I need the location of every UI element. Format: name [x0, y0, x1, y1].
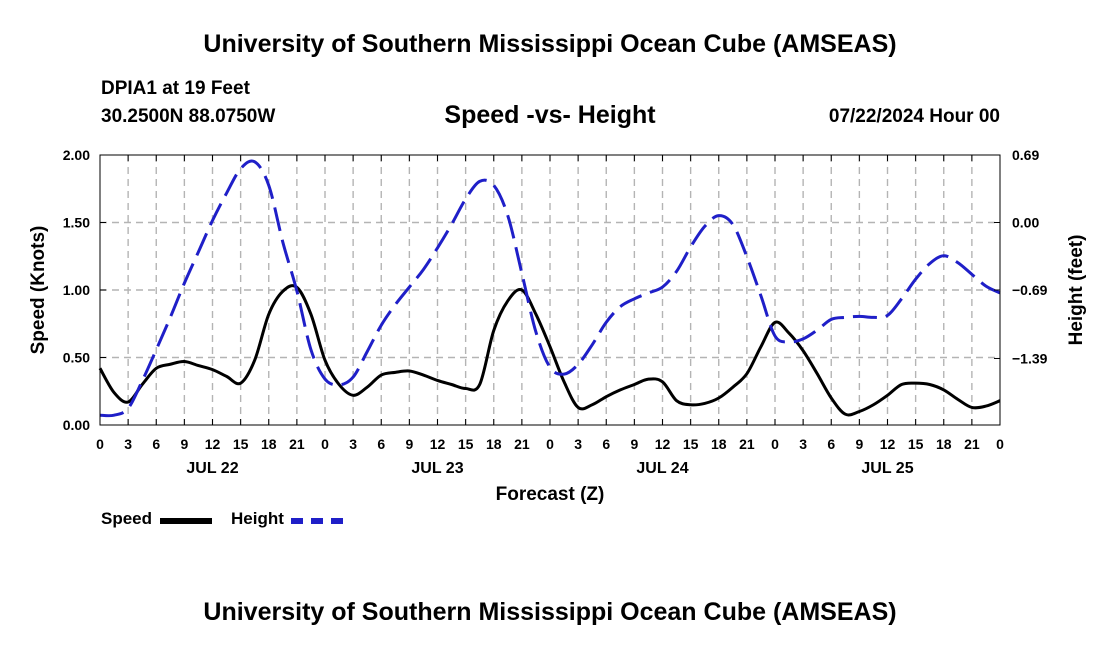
x-tick-label: 0	[771, 436, 779, 452]
x-tick-label: 6	[602, 436, 610, 452]
chart-subtitle: Speed -vs- Height	[444, 101, 656, 129]
y2-tick-label: 0.00	[1012, 215, 1039, 231]
y2-axis-title: Height (feet)	[1066, 235, 1087, 346]
y2-tick-label: −1.39	[1012, 350, 1048, 366]
station-label: DPIA1 at 19 Feet	[101, 78, 250, 99]
x-tick-label: 18	[711, 436, 727, 452]
y2-tick-label: 0.69	[1012, 147, 1039, 163]
y-axis-title: Speed (Knots)	[28, 226, 49, 355]
x-day-label: JUL 23	[411, 460, 463, 477]
speed-series-line	[98, 284, 1001, 417]
x-tick-label: 6	[152, 436, 160, 452]
grid-layer	[100, 155, 1000, 425]
x-tick-label: 6	[827, 436, 835, 452]
x-tick-label: 0	[321, 436, 329, 452]
x-tick-label: 3	[574, 436, 582, 452]
x-day-label: JUL 22	[186, 460, 238, 477]
x-tick-label: 12	[655, 436, 671, 452]
x-tick-label: 9	[630, 436, 638, 452]
forecast-datetime: 07/22/2024 Hour 00	[828, 106, 1000, 127]
x-tick-label: 3	[349, 436, 357, 452]
legend-speed-swatch	[160, 518, 212, 524]
x-tick-label: 0	[996, 436, 1004, 452]
chart-title-bottom: University of Southern Mississippi Ocean…	[203, 598, 897, 626]
x-tick-label: 12	[430, 436, 446, 452]
x-day-label: JUL 24	[636, 460, 688, 477]
x-tick-label: 9	[855, 436, 863, 452]
x-tick-label: 15	[908, 436, 924, 452]
x-tick-label: 6	[377, 436, 385, 452]
x-tick-label: 15	[233, 436, 249, 452]
legend-height-swatch	[291, 518, 343, 524]
legend: Speed Height	[0, 509, 400, 529]
x-tick-label: 15	[458, 436, 474, 452]
y-tick-label: 2.00	[63, 147, 90, 163]
x-tick-label: 15	[683, 436, 699, 452]
x-tick-label: 9	[405, 436, 413, 452]
x-axis-title: Forecast (Z)	[496, 484, 605, 505]
y2-tick-label: −0.69	[1012, 282, 1048, 298]
x-tick-label: 3	[799, 436, 807, 452]
station-coordinates: 30.2500N 88.0750W	[101, 106, 276, 127]
x-tick-label: 18	[936, 436, 952, 452]
x-tick-label: 12	[205, 436, 221, 452]
y-tick-label: 0.50	[63, 350, 90, 366]
x-tick-label: 21	[514, 436, 530, 452]
x-tick-label: 18	[486, 436, 502, 452]
x-tick-label: 21	[739, 436, 755, 452]
height-series-line	[99, 159, 1001, 418]
legend-height-label: Height	[231, 509, 284, 528]
chart-title-top: University of Southern Mississippi Ocean…	[203, 30, 897, 58]
x-tick-label: 12	[880, 436, 896, 452]
x-tick-label: 3	[124, 436, 132, 452]
series-layer	[98, 159, 1001, 418]
y-tick-label: 1.00	[63, 282, 90, 298]
y-tick-label: 0.00	[63, 417, 90, 433]
x-tick-label: 9	[180, 436, 188, 452]
y-tick-label: 1.50	[63, 215, 90, 231]
x-tick-label: 21	[289, 436, 305, 452]
x-day-label: JUL 25	[861, 460, 913, 477]
x-tick-label: 0	[96, 436, 104, 452]
x-tick-label: 21	[964, 436, 980, 452]
axis-layer: 0 3 6 9 12 15 18 21 0 3 6 9 12 15 18 21 0 3 6 9 12 15 18 21 0 3 6 9…	[28, 147, 1087, 505]
x-tick-label: 18	[261, 436, 277, 452]
x-tick-label: 0	[546, 436, 554, 452]
legend-speed-label: Speed	[101, 509, 153, 528]
